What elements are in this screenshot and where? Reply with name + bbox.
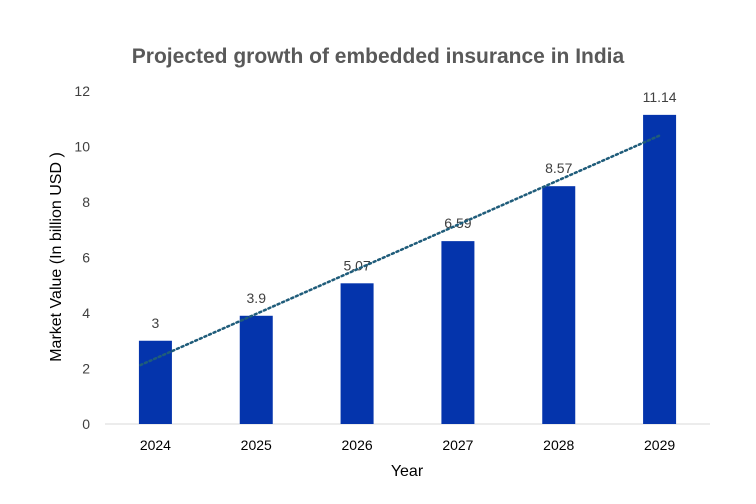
y-tick-label: 8 xyxy=(82,194,90,210)
y-axis-label: Market Value (In billion USD ) xyxy=(48,152,65,362)
x-axis-label: Year xyxy=(391,463,424,480)
trendline xyxy=(139,134,661,367)
x-axis-ticks: 2024 2025 2026 2027 2028 2029 xyxy=(140,437,676,453)
data-label: 3 xyxy=(152,315,160,331)
data-label: 3.9 xyxy=(247,290,267,306)
chart-title: Projected growth of embedded insurance i… xyxy=(132,45,625,68)
bar-2025 xyxy=(239,315,273,424)
y-tick-label: 0 xyxy=(82,416,90,432)
y-tick-label: 2 xyxy=(82,361,90,377)
bar-2026 xyxy=(340,283,374,424)
x-tick-label: 2024 xyxy=(140,437,171,453)
data-label: 11.14 xyxy=(643,89,677,105)
y-axis-ticks: 0 2 4 6 8 10 12 xyxy=(74,83,90,432)
x-tick-label: 2026 xyxy=(342,437,373,453)
x-tick-label: 2027 xyxy=(442,437,473,453)
x-tick-label: 2025 xyxy=(241,437,272,453)
y-tick-label: 6 xyxy=(82,250,90,266)
bar-2028 xyxy=(542,186,576,424)
y-tick-label: 10 xyxy=(74,139,90,155)
y-tick-label: 12 xyxy=(74,83,90,99)
bar-2027 xyxy=(441,241,475,424)
y-tick-label: 4 xyxy=(82,305,90,321)
data-label: 5.07 xyxy=(343,257,370,273)
x-tick-label: 2029 xyxy=(644,437,675,453)
x-tick-label: 2028 xyxy=(543,437,574,453)
data-label: 8.57 xyxy=(545,160,572,176)
bar-2029 xyxy=(643,114,677,425)
bar-2024 xyxy=(138,340,172,424)
bars xyxy=(138,114,677,425)
